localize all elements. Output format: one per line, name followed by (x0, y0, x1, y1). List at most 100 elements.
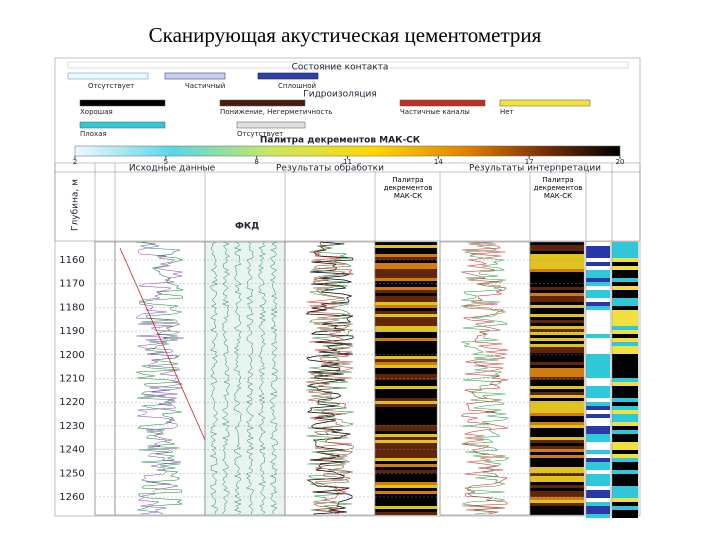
palette-band (375, 470, 437, 473)
column-band (612, 254, 638, 258)
column-band (612, 438, 638, 442)
palette-band (530, 314, 584, 317)
palette-band (530, 368, 584, 371)
column-band (586, 490, 610, 494)
column-band (612, 466, 638, 470)
legend-label: Нет (500, 108, 514, 116)
log-curve (306, 241, 354, 515)
palette-band (530, 413, 584, 416)
column-band (612, 310, 638, 314)
track-header: Исходные данные (129, 164, 216, 174)
palette-band (530, 374, 584, 377)
palette-band (530, 362, 584, 365)
column-band (612, 514, 638, 518)
palette-tick-label: 14 (434, 158, 443, 166)
depth-label: 1260 (59, 492, 84, 503)
frame (54, 57, 641, 517)
column-band (612, 290, 638, 294)
palette-band (530, 422, 584, 425)
depth-label: 1190 (59, 326, 84, 337)
column-band (586, 346, 610, 350)
palette-band (530, 263, 584, 266)
palette-band (375, 359, 437, 362)
palette-band (375, 386, 437, 389)
column-band (612, 490, 638, 494)
palette-band (375, 374, 437, 377)
column-band (612, 434, 638, 438)
column-band (612, 494, 638, 498)
column-band (612, 342, 638, 346)
palette-band (375, 446, 437, 449)
column-band (586, 318, 610, 322)
column-band (586, 382, 610, 386)
palette-band (375, 440, 437, 443)
column-band (586, 290, 610, 294)
column-band (612, 246, 638, 250)
column-band (612, 394, 638, 398)
column-band (586, 486, 610, 490)
palette-band (530, 491, 584, 494)
column-band (612, 242, 638, 246)
column-band (586, 326, 610, 330)
column-band (612, 258, 638, 262)
palette-band (375, 323, 437, 326)
palette-band (375, 404, 437, 407)
column-band (586, 358, 610, 362)
column-band (612, 346, 638, 350)
column-band (586, 446, 610, 450)
palette-band (530, 401, 584, 404)
column-band (586, 454, 610, 458)
palette-band (375, 278, 437, 281)
palette-band (375, 269, 437, 272)
column-band (612, 374, 638, 378)
column-band (612, 326, 638, 330)
legend-title: Гидроизоляция (303, 90, 376, 100)
depth-label: 1210 (59, 374, 84, 385)
palette-bar (74, 145, 621, 157)
column-band (586, 402, 610, 406)
column-band (586, 306, 610, 310)
palette-band (375, 329, 437, 332)
column-band (612, 462, 638, 466)
log-curve (135, 241, 184, 515)
column-band (612, 506, 638, 510)
column-band (586, 366, 610, 370)
palette-band (375, 491, 437, 494)
palette-band (530, 407, 584, 410)
palette-band (530, 287, 584, 290)
fkd-label: ФКД (235, 222, 259, 232)
palette-band (530, 329, 584, 332)
palette-band (375, 365, 437, 368)
column-band (612, 302, 638, 306)
palette-band (375, 425, 437, 428)
column-band (612, 294, 638, 298)
column-band (612, 354, 638, 358)
column-band (586, 266, 610, 270)
legend-title: Палитра декрементов МАК-СК (260, 136, 421, 146)
column-band (586, 450, 610, 454)
palette-band (530, 347, 584, 350)
palette-band (375, 362, 437, 365)
palette-label: Палитра декрементов МАК-СК (383, 176, 433, 200)
palette-band (530, 293, 584, 296)
log-curve (305, 241, 354, 515)
column-band (586, 386, 610, 390)
depth-label: 1180 (59, 302, 84, 313)
palette-band (530, 326, 584, 329)
column-band (586, 282, 610, 286)
column-band (612, 314, 638, 318)
palette-band (530, 338, 584, 341)
column-band (586, 302, 610, 306)
depth-label: 1250 (59, 468, 84, 479)
column-band (586, 254, 610, 258)
depth-label: 1240 (59, 445, 84, 456)
palette-band (530, 503, 584, 506)
palette-band (530, 344, 584, 347)
palette-band (530, 467, 584, 470)
palette-band (530, 299, 584, 302)
column-band (586, 294, 610, 298)
column-band (586, 470, 610, 474)
palette-band (375, 299, 437, 302)
column-band (612, 322, 638, 326)
legend-swatch (399, 99, 486, 107)
